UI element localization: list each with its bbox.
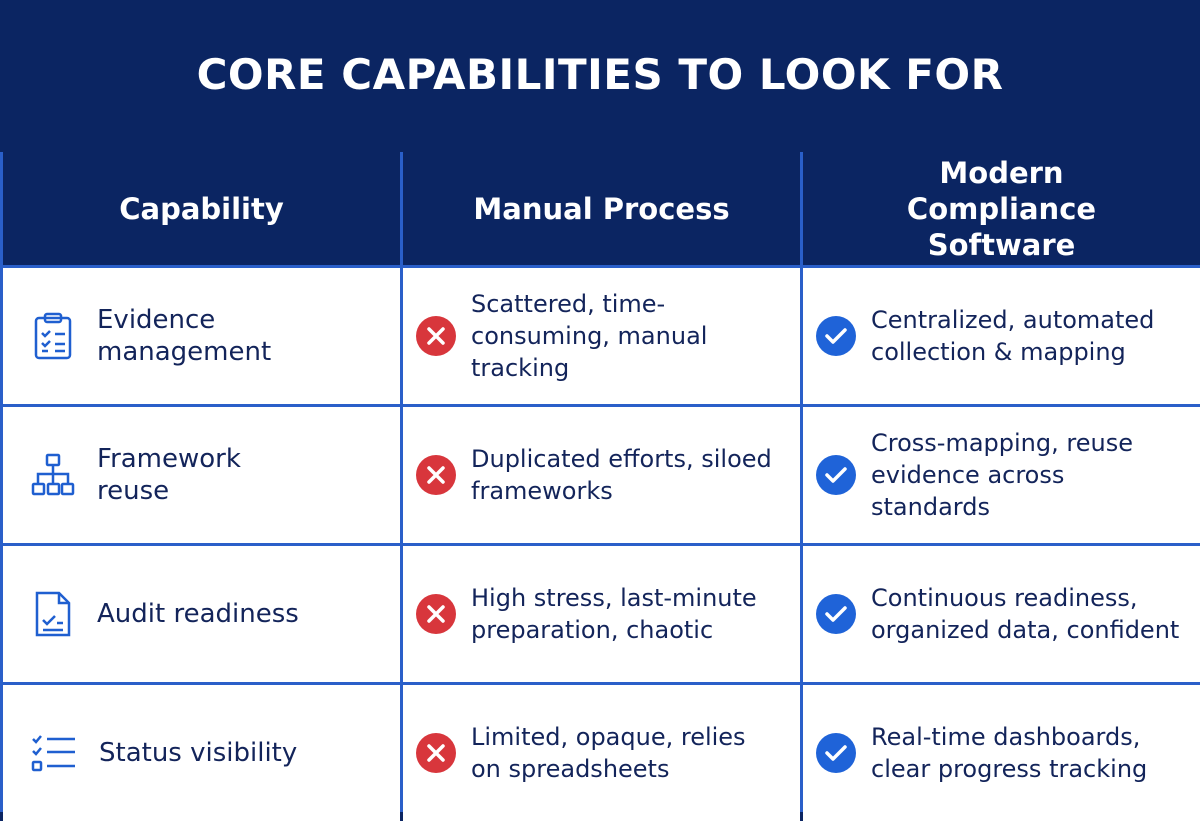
modern-cell: Cross-mapping, reuse evidence across sta… bbox=[803, 407, 1200, 543]
title: CORE CAPABILITIES TO LOOK FOR bbox=[196, 50, 1004, 99]
manual-text: High stress, last-minute preparation, ch… bbox=[471, 584, 757, 644]
modern-cell: Real-time dashboards, clear progress tra… bbox=[803, 685, 1200, 821]
header-cell: Modern Compliance Software bbox=[803, 152, 1200, 265]
modern-text: Continuous readiness, organized data, co… bbox=[871, 584, 1180, 644]
clipboard-icon bbox=[34, 312, 72, 360]
modern-cell: Centralized, automated collection & mapp… bbox=[803, 268, 1200, 404]
header-cell: Manual Process bbox=[403, 152, 800, 265]
x-icon bbox=[416, 455, 456, 495]
capability-text: Audit readiness bbox=[97, 599, 299, 629]
capability-cell: Framework reuse bbox=[3, 407, 400, 543]
x-icon bbox=[416, 316, 456, 356]
manual-text: Scattered, time-consuming, manual tracki… bbox=[471, 290, 708, 382]
banner: CORE CAPABILITIES TO LOOK FOR bbox=[0, 0, 1200, 152]
capability-text: Framework reuse bbox=[97, 444, 241, 506]
manual-cell: Scattered, time-consuming, manual tracki… bbox=[403, 268, 800, 404]
manual-cell: Duplicated efforts, siloed frameworks bbox=[403, 407, 800, 543]
hierarchy-icon bbox=[31, 453, 75, 496]
x-icon bbox=[416, 594, 456, 634]
modern-text: Centralized, automated collection & mapp… bbox=[871, 306, 1155, 366]
capability-cell: Status visibility bbox=[3, 685, 400, 821]
capability-text: Evidence management bbox=[97, 305, 272, 367]
manual-cell: High stress, last-minute preparation, ch… bbox=[403, 546, 800, 682]
manual-cell: Limited, opaque, relies on spreadsheets bbox=[403, 685, 800, 821]
manual-text: Duplicated efforts, siloed frameworks bbox=[471, 445, 772, 505]
modern-text: Cross-mapping, reuse evidence across sta… bbox=[871, 429, 1133, 521]
check-icon bbox=[816, 316, 856, 356]
manual-text: Limited, opaque, relies on spreadsheets bbox=[471, 723, 746, 783]
comparison-table: Capability Manual Process Modern Complia… bbox=[0, 152, 1200, 821]
check-icon bbox=[816, 455, 856, 495]
header-cell: Capability bbox=[3, 152, 400, 265]
modern-text: Real-time dashboards, clear progress tra… bbox=[871, 723, 1148, 783]
capability-text: Status visibility bbox=[99, 738, 298, 768]
capability-cell: Evidence management bbox=[3, 268, 400, 404]
check-icon bbox=[816, 594, 856, 634]
modern-cell: Continuous readiness, organized data, co… bbox=[803, 546, 1200, 682]
check-icon bbox=[816, 733, 856, 773]
capability-cell: Audit readiness bbox=[3, 546, 400, 682]
x-icon bbox=[416, 733, 456, 773]
checklist-icon bbox=[31, 735, 75, 772]
document-icon bbox=[35, 591, 71, 637]
